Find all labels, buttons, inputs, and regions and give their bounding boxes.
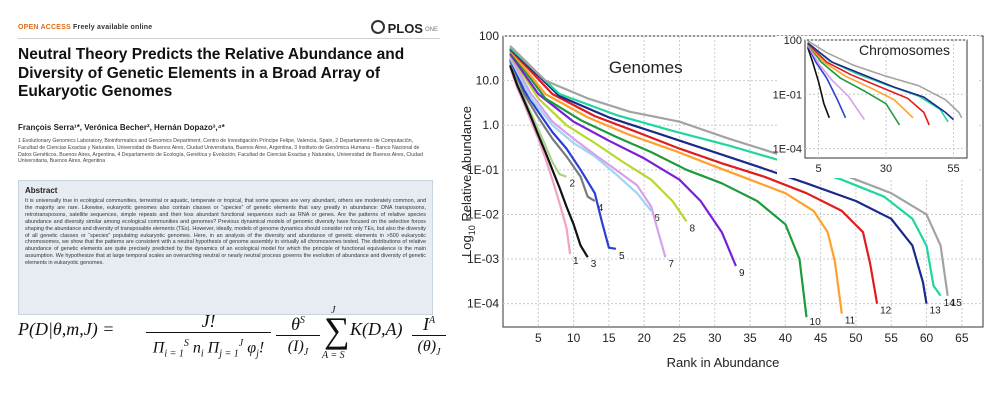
- genomes-annotation: Genomes: [609, 58, 683, 77]
- series-line-6: [509, 57, 653, 212]
- series-line-10: [509, 50, 808, 318]
- series-label-13: 13: [930, 306, 942, 317]
- series-label-11: 11: [845, 316, 856, 327]
- y-tick-label: 1E-03: [467, 252, 499, 266]
- inset-x-tick-label: 5: [815, 163, 821, 175]
- x-tick-label: 45: [814, 331, 828, 345]
- series-label-15: 15: [951, 298, 963, 309]
- series-label-8: 8: [690, 223, 696, 234]
- inset-series-line-2: [806, 45, 847, 119]
- free-online-label: Freely available online: [73, 24, 153, 31]
- paper-first-page: OPEN ACCESS Freely available online PLOS…: [10, 20, 440, 315]
- series-label-9: 9: [739, 268, 745, 279]
- series-line-12: [509, 48, 879, 304]
- series-label-14: 14: [944, 298, 956, 309]
- inset-series-line-1: [806, 46, 831, 119]
- chromosomes-annotation: Chromosomes: [859, 42, 950, 58]
- series-label-2: 2: [570, 179, 576, 190]
- x-tick-label: 35: [743, 331, 757, 345]
- inset-series-line-9: [807, 40, 963, 119]
- series-line-11: [509, 49, 843, 314]
- y-tick-label: 1E-01: [467, 163, 499, 177]
- x-tick-label: 25: [673, 331, 687, 345]
- series-label-12: 12: [880, 306, 892, 317]
- inset-series-line-6: [807, 42, 930, 126]
- formula-frac2-den: (I)J: [287, 338, 309, 359]
- series-label-3: 3: [591, 259, 597, 270]
- x-axis-label: Rank in Abundance: [667, 355, 780, 370]
- x-tick-label: 30: [708, 331, 722, 345]
- formula-sum-sign: ∑: [324, 310, 350, 350]
- x-tick-label: 65: [955, 331, 969, 345]
- series-label-1: 1: [573, 256, 579, 267]
- abstract-text: It is universally true in ecological com…: [25, 198, 426, 267]
- formula-frac3-den: (θ)J: [417, 338, 441, 359]
- x-tick-label: 40: [779, 331, 793, 345]
- x-tick-label: 50: [849, 331, 863, 345]
- series-label-10: 10: [810, 317, 822, 328]
- formula-sum-top: J: [331, 305, 336, 316]
- abstract-heading: Abstract: [25, 186, 58, 195]
- formula-frac1-num: J!: [146, 310, 271, 333]
- series-label-5: 5: [619, 251, 625, 262]
- inset-y-tick-label: 1E-01: [773, 89, 802, 101]
- x-tick-label: 55: [885, 331, 899, 345]
- formula-lhs: P(D|θ,m,J) =: [18, 319, 115, 339]
- inset-series-line-8: [807, 42, 955, 121]
- journal-header: OPEN ACCESS Freely available online PLOS…: [18, 20, 440, 39]
- abstract-box: Abstract It is universally true in ecolo…: [18, 180, 433, 315]
- formula-fraction-2: θS (I)J: [276, 310, 320, 364]
- paper-affiliations: 1 Evolutionary Genomics Laboratory, Bioi…: [18, 138, 423, 165]
- paper-authors: François Serra¹*, Verónica Becher², Hern…: [18, 123, 225, 132]
- series-line-7: [509, 55, 667, 258]
- series-line-5: [509, 58, 617, 250]
- x-tick-label: 5: [535, 331, 542, 345]
- formula-fraction-1: J! Πi = 1S ni Πj = 1J φj!: [146, 310, 271, 366]
- series-line-8: [509, 54, 688, 223]
- inset-series-line-3: [807, 44, 866, 121]
- series-label-6: 6: [654, 213, 660, 224]
- inset-x-tick-label: 30: [880, 163, 892, 175]
- inset-x-tick-label: 55: [947, 163, 959, 175]
- formula-term: K(D,A): [350, 319, 403, 339]
- formula-frac2-num: θS: [276, 310, 320, 336]
- series-label-7: 7: [668, 259, 674, 270]
- series-label-4: 4: [598, 203, 604, 214]
- inset-y-tick-label: 1E-04: [773, 144, 802, 156]
- inset-plot-area: [804, 39, 968, 159]
- inset-series-line-5: [807, 43, 914, 119]
- y-tick-label: 1E-04: [467, 297, 499, 311]
- x-tick-label: 20: [637, 331, 651, 345]
- series-line-15: [509, 45, 949, 296]
- inset-y-tick-label: 100: [784, 35, 802, 47]
- y-tick-label: 1.0: [482, 118, 499, 132]
- y-tick-label: 1E-02: [467, 207, 499, 221]
- y-tick-label: 10.0: [476, 74, 500, 88]
- y-axis-label: Log10 Relative Abundance: [459, 106, 477, 257]
- x-tick-label: 60: [920, 331, 934, 345]
- formula-fraction-3: IA (θ)J: [412, 310, 446, 364]
- inset-series-line-4: [807, 43, 901, 126]
- series-line-9: [509, 53, 737, 267]
- x-tick-label: 15: [602, 331, 616, 345]
- formula-sum-bottom: A = S: [322, 350, 345, 361]
- paper-title: Neutral Theory Predicts the Relative Abu…: [18, 46, 405, 100]
- plos-logo-icon: [370, 20, 385, 34]
- ewens-formula: P(D|θ,m,J) = J! Πi = 1S ni Πj = 1J φj! θ…: [18, 305, 446, 370]
- rank-abundance-chart: 100 10.0 1.0 1E-01 1E-02 1E-03 1E-04 5 10 15 20 25 3…: [455, 22, 995, 402]
- series-line-3: [509, 64, 589, 258]
- y-tick-label: 100: [479, 29, 499, 43]
- series-line-4: [509, 60, 596, 202]
- formula-frac3-num: IA: [412, 310, 446, 336]
- journal-logo: PLOS ONE: [370, 20, 438, 36]
- x-tick-label: 10: [567, 331, 581, 345]
- series-line-1: [509, 66, 572, 255]
- journal-sub-label: ONE: [424, 26, 438, 33]
- open-access-badge: OPEN ACCESS Freely available online: [18, 24, 153, 31]
- formula-frac1-den: Πi = 1S ni Πj = 1J φj!: [152, 338, 265, 360]
